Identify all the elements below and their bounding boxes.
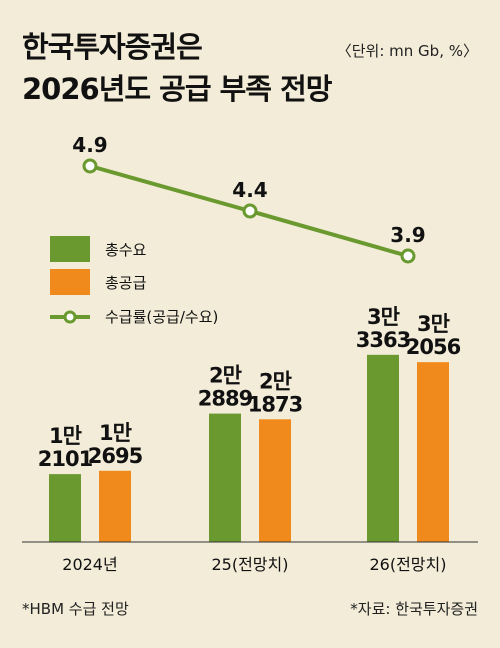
data-label-supply-0-top: 1만 — [99, 421, 132, 445]
rate-label-1: 4.4 — [232, 178, 267, 202]
data-label-supply-0-bottom: 2695 — [88, 444, 143, 468]
data-label-demand-0-top: 1만 — [49, 424, 82, 448]
data-label-supply-2-top: 3만 — [417, 312, 450, 336]
data-label-demand-2-bottom: 3363 — [356, 328, 410, 352]
data-label-supply-1-top: 2만 — [259, 369, 292, 393]
rate-point-1 — [242, 203, 258, 219]
bar-demand-2 — [367, 354, 399, 542]
bar-supply-2 — [417, 362, 449, 542]
bar-supply-0 — [99, 470, 131, 542]
category-label-2: 26(전망치) — [369, 555, 446, 574]
legend-label-supply: 총공급 — [105, 274, 147, 292]
bar-supply-1 — [259, 419, 291, 542]
legend-swatch-demand — [50, 236, 90, 262]
category-label-1: 25(전망치) — [211, 555, 288, 574]
legend-label-rate: 수급률(공급/수요) — [105, 308, 218, 326]
chart-title: 한국투자증권은 2026년도 공급 부족 전망 — [22, 26, 332, 110]
rate-label-2: 3.9 — [390, 223, 425, 247]
bar-demand-1 — [209, 413, 241, 542]
rate-label-0: 4.9 — [72, 133, 107, 157]
unit-note: 〈단위: mn Gb, %〉 — [336, 42, 478, 60]
footnote-source: *자료: 한국투자증권 — [350, 600, 478, 618]
bar-demand-0 — [49, 474, 81, 542]
legend-marker-rate — [63, 310, 77, 324]
data-label-demand-1-top: 2만 — [209, 364, 242, 388]
data-label-supply-2-bottom: 2056 — [406, 335, 461, 359]
legend-label-demand: 총수요 — [105, 241, 147, 259]
title-line-1: 한국투자증권은 — [22, 30, 203, 64]
data-label-demand-0-bottom: 2101 — [38, 447, 93, 471]
rate-point-0 — [82, 158, 98, 174]
rate-point-2 — [400, 248, 416, 264]
legend-swatch-supply — [50, 269, 90, 295]
data-label-supply-1-bottom: 1873 — [248, 392, 302, 416]
title-line-2: 2026년도 공급 부족 전망 — [22, 72, 332, 106]
category-label-0: 2024년 — [62, 555, 117, 574]
data-label-demand-1-bottom: 2889 — [198, 387, 253, 411]
footnote-source-desc: *HBM 수급 전망 — [22, 600, 129, 618]
data-label-demand-2-top: 3만 — [367, 305, 400, 329]
